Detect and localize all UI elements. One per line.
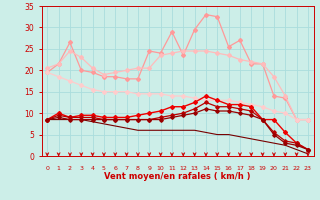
X-axis label: Vent moyen/en rafales ( km/h ): Vent moyen/en rafales ( km/h ) (104, 172, 251, 181)
